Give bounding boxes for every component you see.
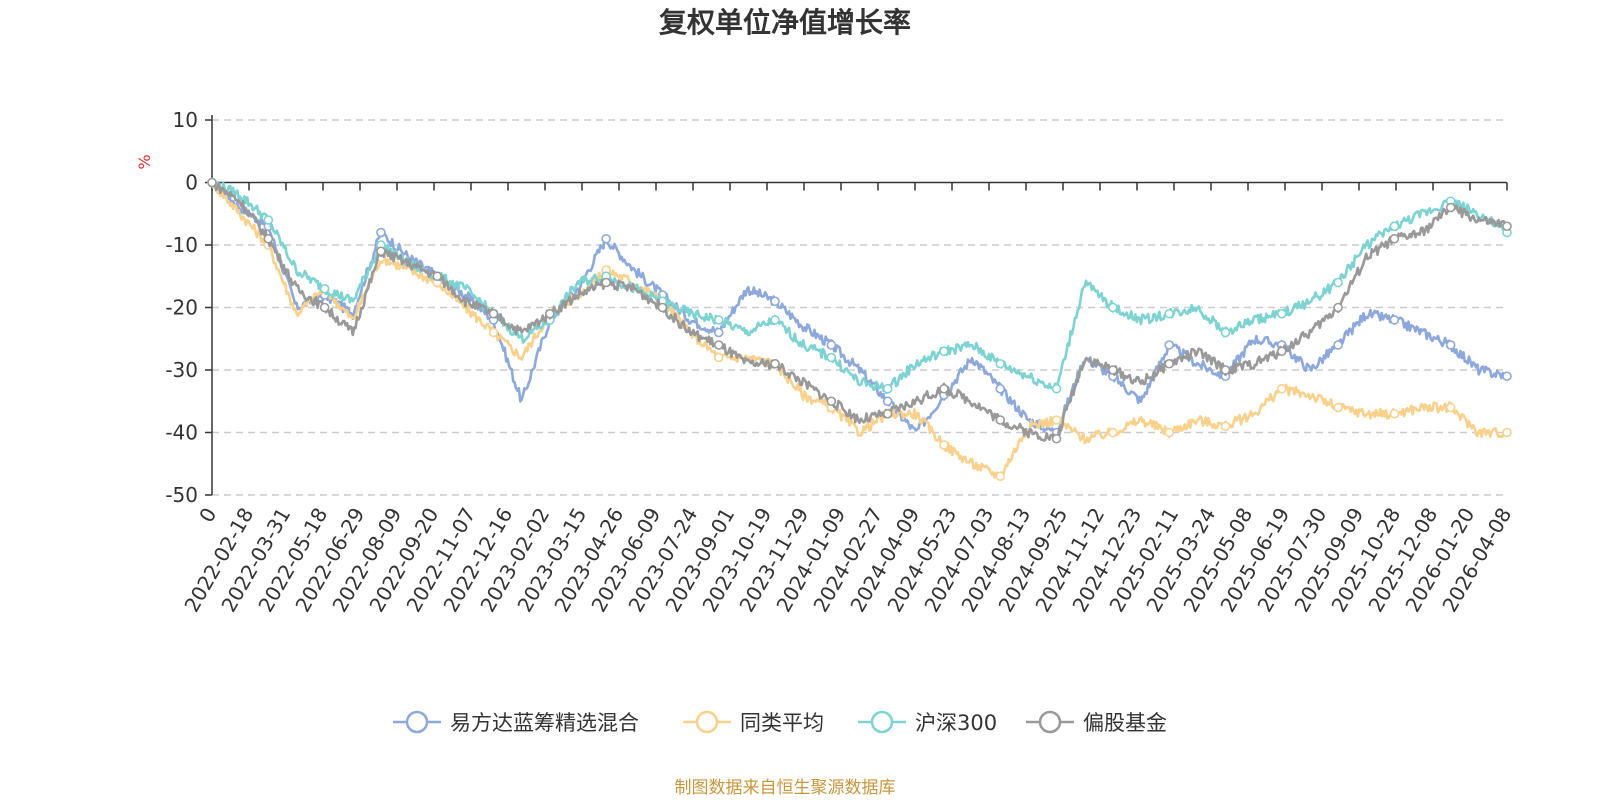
series-line [210,181,1509,481]
y-tick-label: -20 [165,296,198,320]
data-point [826,340,837,350]
series-line [210,180,1509,395]
data-point [1445,402,1456,413]
series-line [212,181,1509,442]
data-point [1389,315,1400,325]
data-point [207,177,217,188]
data-point [770,296,780,307]
data-point [1445,340,1456,350]
data-point [1164,427,1174,438]
source-note: 制图数据来自恒生聚源数据库 [675,778,896,798]
data-point [1333,402,1343,413]
data-point [882,408,893,419]
data-point [995,383,1006,394]
y-tick-label: -30 [165,358,198,382]
series-1 [207,177,1512,482]
data-point [1164,358,1174,369]
legend-label: 同类平均 [740,711,824,735]
data-point [1108,302,1118,313]
data-point [995,471,1006,482]
data-point [1502,427,1512,438]
y-tick-label: -50 [165,483,198,507]
data-point [995,415,1006,425]
data-point [1389,221,1400,232]
grid [212,119,1507,496]
legend-item[interactable]: 易方达蓝筹精选混合 [393,710,639,735]
data-point [488,308,499,319]
data-point [601,277,611,288]
legend-circle-icon [870,710,894,734]
data-point [1164,308,1174,319]
y-tick-label: -40 [165,421,198,445]
data-point [1108,365,1118,375]
data-point [376,246,386,257]
data-point [1220,365,1231,375]
chart-title: 复权单位净值增长率 [659,6,911,39]
series-3 [207,177,1512,444]
axes: 100-10-20-30-40-5002022-02-182022-03-312… [165,108,1516,616]
data-point [939,346,949,357]
x-tick-label: 0 [194,504,221,527]
data-point [1276,308,1287,319]
data-point [1333,340,1343,350]
data-point [995,358,1006,369]
legend-circle-icon [695,710,719,734]
series-2 [207,177,1512,395]
data-point [1051,415,1062,425]
data-point [1051,383,1062,394]
data-point [1051,433,1062,444]
data-point [713,340,724,350]
data-point [1502,221,1512,232]
legend-circle-icon [1038,710,1062,734]
legend-item[interactable]: 偏股基金 [1026,710,1167,735]
data-point [1276,346,1287,357]
y-tick-label: 10 [173,108,198,132]
legend-item[interactable]: 沪深300 [858,710,997,735]
data-point [1164,340,1174,350]
legend-item[interactable]: 同类平均 [683,710,824,735]
data-point [882,383,893,394]
legend-label: 偏股基金 [1083,711,1167,735]
legend-label: 沪深300 [915,711,997,735]
data-point [488,327,499,338]
data-point [376,227,386,238]
data-point [770,358,780,369]
data-point [826,352,837,363]
y-tick-label: 0 [185,171,198,195]
legend[interactable]: 易方达蓝筹精选混合 同类平均 沪深300 偏股基金 [393,710,1167,735]
data-point [1220,327,1231,338]
data-point [770,315,780,325]
data-point [1220,421,1231,432]
series-line [210,178,1509,439]
data-point [319,302,330,313]
legend-circle-icon [405,710,429,734]
data-point [601,233,611,244]
data-point [319,283,330,294]
data-point [1445,202,1456,213]
y-tick-label: -10 [165,233,198,257]
data-point [1333,277,1343,288]
series-layer [207,177,1512,482]
data-point [1389,408,1400,419]
data-point [1389,233,1400,244]
legend-label: 易方达蓝筹精选混合 [450,711,639,735]
data-point [939,383,949,394]
data-point [713,315,724,325]
data-point [657,302,668,313]
data-point [826,396,837,407]
data-point [1276,383,1287,394]
data-point [545,308,555,319]
data-point [1333,302,1343,313]
data-point [882,396,893,407]
data-point [263,233,274,244]
y-axis-unit: % [135,154,154,169]
data-point [713,352,724,363]
data-point [1108,427,1118,438]
data-point [713,327,724,338]
data-point [263,215,274,225]
data-point [1502,371,1512,382]
data-point [432,271,443,282]
data-point [939,440,949,450]
